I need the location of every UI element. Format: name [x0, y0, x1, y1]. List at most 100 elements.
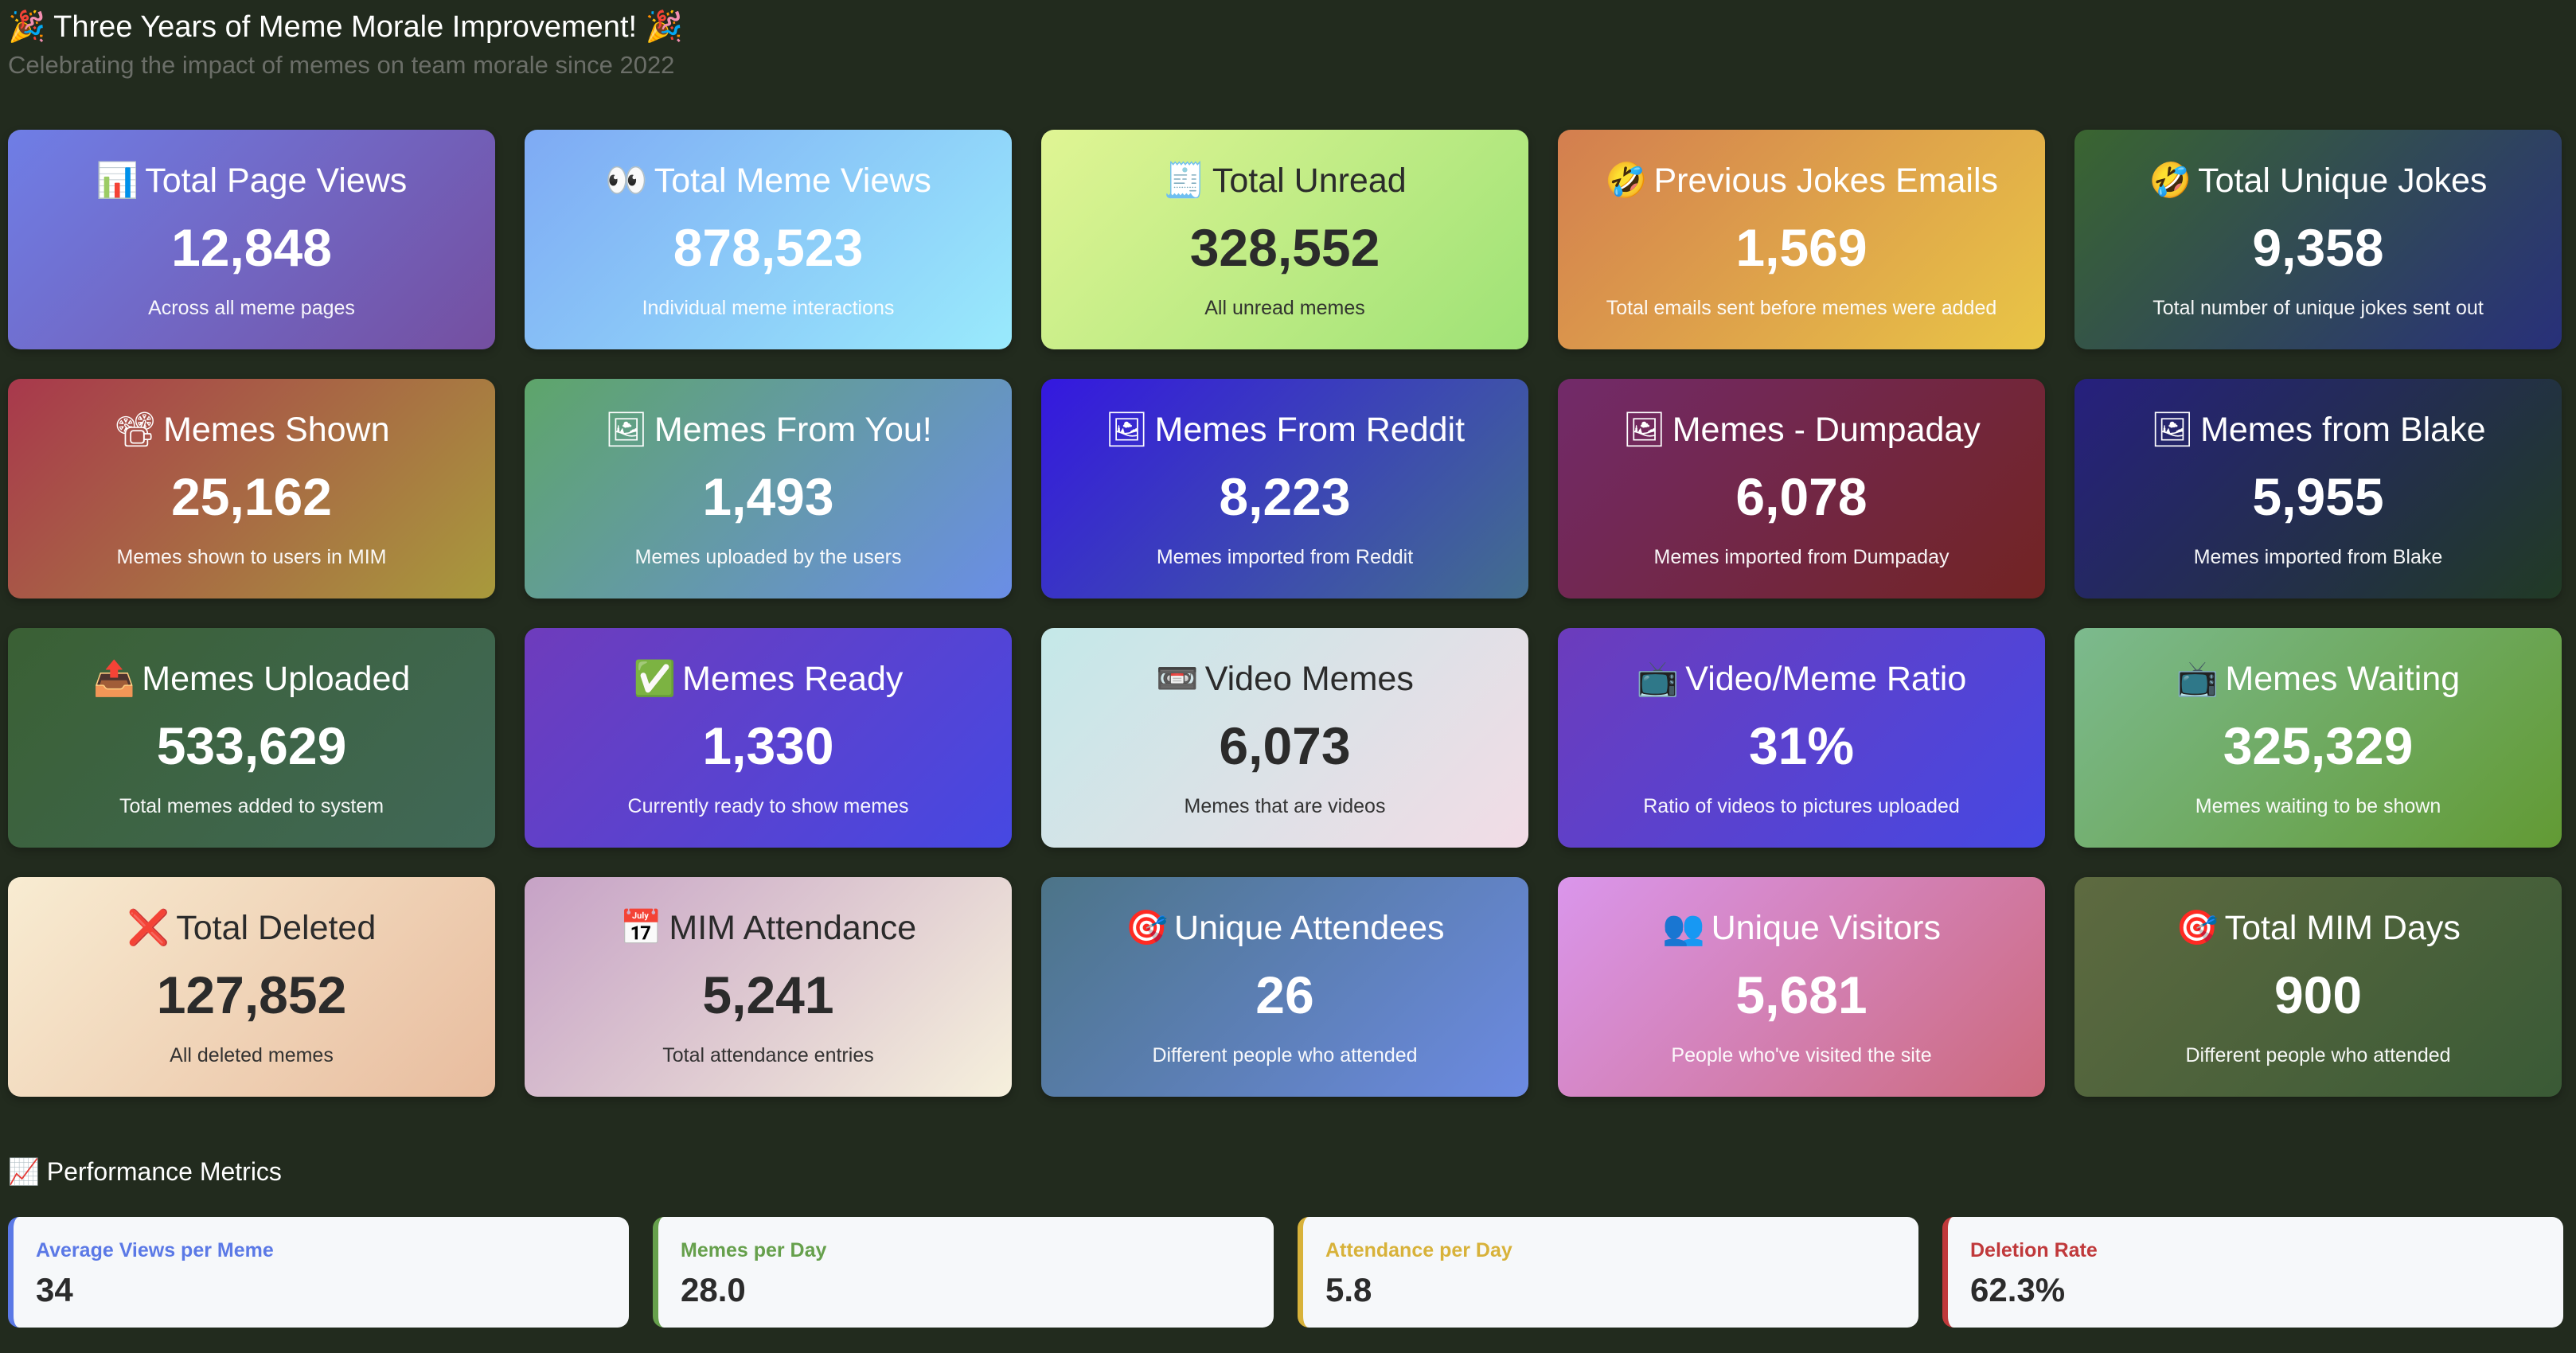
stat-card-video-memes: 📼 Video Memes 6,073 Memes that are videos — [1041, 628, 1528, 848]
television-icon: 📺 — [1636, 660, 1680, 698]
stat-card-title: 👀 Total Meme Views — [525, 160, 1012, 201]
performance-metrics-heading: 📈 Performance Metrics — [8, 1157, 282, 1186]
picture-icon: 🖼 — [1104, 411, 1149, 449]
stat-card-title: 🖼 Memes - Dumpaday — [1558, 409, 2045, 450]
people-icon: 👥 — [1662, 909, 1705, 947]
check-mark-icon: ✅ — [633, 660, 677, 698]
metric-card-average-views-per-meme: Average Views per Meme 34 — [8, 1217, 629, 1328]
stat-card-mim-attendance: 📅 MIM Attendance 5,241 Total attendance e… — [525, 877, 1012, 1097]
stat-card-title-text: Memes Ready — [682, 660, 904, 698]
metric-label: Memes per Day — [681, 1239, 827, 1261]
metric-label: Attendance per Day — [1325, 1239, 1512, 1261]
page-header: 🎉 Three Years of Meme Morale Improvement… — [8, 6, 683, 81]
stat-card-description: Different people who attended — [1152, 1044, 1418, 1066]
stat-card-value: 878,523 — [673, 218, 864, 277]
stat-card-title: 👥 Unique Visitors — [1558, 907, 2045, 949]
stat-card-title: 🖼 Memes From Reddit — [1041, 409, 1528, 450]
receipt-icon: 🧾 — [1163, 162, 1206, 200]
stat-card-title-text: Memes Waiting — [2225, 660, 2461, 698]
stat-card-title: 🧾 Total Unread — [1041, 160, 1528, 201]
page-title: 🎉 Three Years of Meme Morale Improvement… — [8, 10, 683, 44]
stat-card-title-text: Unique Attendees — [1174, 909, 1445, 947]
stat-card-value: 6,078 — [1735, 467, 1868, 526]
stat-card-title-text: Previous Jokes Emails — [1653, 162, 1999, 200]
stat-card-value: 1,330 — [702, 716, 834, 775]
stat-card-title-text: Memes From Reddit — [1154, 411, 1466, 449]
stat-card-title: ✅ Memes Ready — [525, 658, 1012, 700]
stat-card-value: 5,681 — [1735, 965, 1868, 1024]
stat-card-description: Memes imported from Dumpaday — [1653, 546, 1950, 568]
page-subtitle: Celebrating the impact of memes on team … — [8, 51, 675, 79]
stat-card-title: 🖼 Memes From You! — [525, 409, 1012, 450]
calendar-icon: 📅 — [619, 909, 663, 947]
bar-chart-icon: 📊 — [96, 162, 139, 200]
stat-card-description: Total emails sent before memes were adde… — [1606, 297, 1997, 319]
stat-card-value: 8,223 — [1219, 467, 1351, 526]
cross-mark-icon: ❌ — [127, 909, 170, 947]
stat-card-title-text: Unique Visitors — [1711, 909, 1941, 947]
stat-card-value: 31% — [1748, 716, 1855, 775]
eyes-icon: 👀 — [605, 162, 648, 200]
outbox-icon: 📤 — [92, 660, 136, 698]
stat-card-value: 6,073 — [1219, 716, 1351, 775]
stat-card-description: Individual meme interactions — [642, 297, 895, 319]
stat-card-title: 📼 Video Memes — [1041, 658, 1528, 700]
stat-card-title-text: Video/Meme Ratio — [1685, 660, 1967, 698]
metric-card-memes-per-day: Memes per Day 28.0 — [653, 1217, 1274, 1328]
stat-card-title: 🖼 Memes from Blake — [2074, 409, 2562, 450]
stat-card-memes-from-you: 🖼 Memes From You! 1,493 Memes uploaded by… — [525, 379, 1012, 599]
stat-card-title: 📅 MIM Attendance — [525, 907, 1012, 949]
stat-card-value: 1,569 — [1735, 218, 1868, 277]
stat-card-memes-shown: 📽 Memes Shown 25,162 Memes shown to users… — [8, 379, 495, 599]
stat-card-description: Ratio of videos to pictures uploaded — [1643, 795, 1960, 817]
metric-card-attendance-per-day: Attendance per Day 5.8 — [1298, 1217, 1918, 1328]
stat-card-value: 325,329 — [2223, 716, 2414, 775]
stat-card-title-text: Total Page Views — [145, 162, 408, 200]
stat-card-value: 9,358 — [2252, 218, 2384, 277]
stat-card-description: Memes waiting to be shown — [2195, 795, 2441, 817]
stat-card-title-text: Memes - Dumpaday — [1672, 411, 1981, 449]
stat-card-total-page-views: 📊 Total Page Views 12,848 Across all meme… — [8, 130, 495, 349]
stat-card-memes-from-reddit: 🖼 Memes From Reddit 8,223 Memes imported … — [1041, 379, 1528, 599]
picture-icon: 🖼 — [1622, 411, 1666, 449]
stat-card-description: Across all meme pages — [148, 297, 355, 319]
stat-card-memes-uploaded: 📤 Memes Uploaded 533,629 Total memes adde… — [8, 628, 495, 848]
performance-metrics: Average Views per Meme 34 Memes per Day 2… — [8, 1217, 2563, 1328]
stat-card-title: ❌ Total Deleted — [8, 907, 495, 949]
stat-card-description: Memes that are videos — [1184, 795, 1386, 817]
stats-grid: 📊 Total Page Views 12,848 Across all meme… — [8, 130, 2562, 1097]
metric-value: 62.3% — [1970, 1271, 2066, 1308]
stat-card-value: 26 — [1255, 965, 1314, 1024]
stat-card-description: People who've visited the site — [1671, 1044, 1932, 1066]
metric-label: Deletion Rate — [1970, 1239, 2098, 1261]
stat-card-title-text: Memes from Blake — [2200, 411, 2486, 449]
stat-card-memes-ready: ✅ Memes Ready 1,330 Currently ready to sh… — [525, 628, 1012, 848]
stat-card-value: 12,848 — [171, 218, 332, 277]
stat-card-memes-waiting: 📺 Memes Waiting 325,329 Memes waiting to … — [2074, 628, 2562, 848]
stat-card-title: 🎯 Total MIM Days — [2074, 907, 2562, 949]
stat-card-value: 1,493 — [702, 467, 834, 526]
stat-card-value: 900 — [2274, 965, 2363, 1024]
stat-card-value: 328,552 — [1189, 218, 1380, 277]
stat-card-description: Total attendance entries — [662, 1044, 874, 1066]
laughing-icon: 🤣 — [2149, 162, 2192, 200]
stat-card-title-text: MIM Attendance — [669, 909, 917, 947]
stat-card-description: All deleted memes — [170, 1044, 334, 1066]
stat-card-total-mim-days: 🎯 Total MIM Days 900 Different people who… — [2074, 877, 2562, 1097]
stat-card-total-unique-jokes: 🤣 Total Unique Jokes 9,358 Total number o… — [2074, 130, 2562, 349]
stat-card-total-meme-views: 👀 Total Meme Views 878,523 Individual mem… — [525, 130, 1012, 349]
metric-value: 28.0 — [681, 1271, 746, 1308]
stat-card-description: Memes shown to users in MIM — [116, 546, 387, 568]
stat-card-title: 📺 Memes Waiting — [2074, 658, 2562, 700]
stat-card-title: 📽 Memes Shown — [8, 409, 495, 450]
stat-card-title-text: Memes From You! — [654, 411, 932, 449]
target-icon: 🎯 — [1125, 909, 1169, 947]
stat-card-description: Memes imported from Reddit — [1156, 546, 1414, 568]
stat-card-value: 5,241 — [702, 965, 834, 1024]
stat-card-value: 5,955 — [2252, 467, 2384, 526]
stat-card-memes-from-blake: 🖼 Memes from Blake 5,955 Memes imported f… — [2074, 379, 2562, 599]
stat-card-value: 533,629 — [156, 716, 347, 775]
stat-card-title-text: Video Memes — [1204, 660, 1414, 698]
stat-card-title-text: Total Meme Views — [654, 162, 931, 200]
television-icon: 📺 — [2176, 660, 2219, 698]
